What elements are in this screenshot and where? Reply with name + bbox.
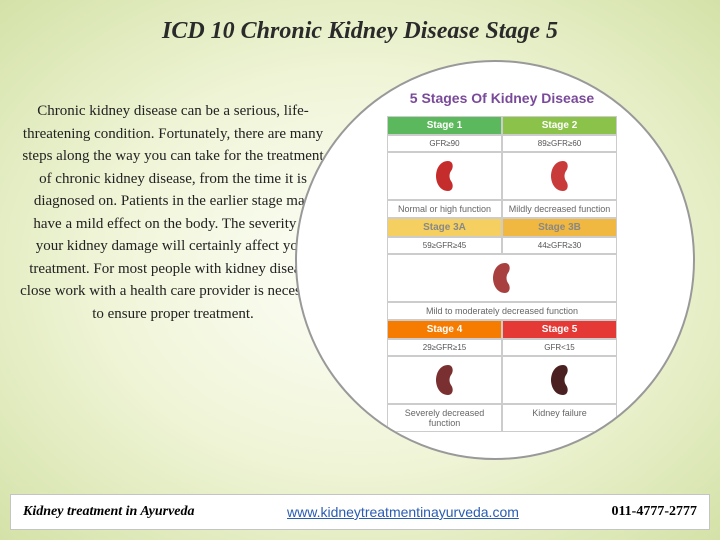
stage5-function: Kidney failure <box>502 404 617 432</box>
stage2-header: Stage 2 <box>502 116 617 135</box>
kidney-icon <box>433 159 457 193</box>
kidney-icon <box>490 261 514 295</box>
stage4-gfr: 29≥GFR≥15 <box>387 339 502 356</box>
footer-brand: Kidney treatment in Ayurveda <box>23 504 195 520</box>
stage3b-header: Stage 3B <box>502 218 617 237</box>
stage3-kidney <box>387 254 617 302</box>
stages-chart-frame: 5 Stages Of Kidney Disease Stage 1 Stage… <box>295 60 695 460</box>
stage3a-header: Stage 3A <box>387 218 502 237</box>
stage4-kidney <box>387 356 502 404</box>
stage1-kidney <box>387 152 502 200</box>
kidney-icon <box>548 363 572 397</box>
kidney-icon <box>433 363 457 397</box>
stage3b-gfr: 44≥GFR≥30 <box>502 237 617 254</box>
stage2-kidney <box>502 152 617 200</box>
stage3a-gfr: 59≥GFR≥45 <box>387 237 502 254</box>
stage2-function: Mildly decreased function <box>502 200 617 218</box>
footer-phone: 011-4777-2777 <box>611 504 697 520</box>
stage3-function: Mild to moderately decreased function <box>387 302 617 320</box>
stages-chart: 5 Stages Of Kidney Disease Stage 1 Stage… <box>387 90 617 432</box>
footer-bar: Kidney treatment in Ayurveda www.kidneyt… <box>10 494 710 530</box>
footer-link[interactable]: www.kidneytreatmentinayurveda.com <box>223 504 584 520</box>
stage1-function: Normal or high function <box>387 200 502 218</box>
chart-title: 5 Stages Of Kidney Disease <box>387 90 617 106</box>
stage5-kidney <box>502 356 617 404</box>
stage1-header: Stage 1 <box>387 116 502 135</box>
stage4-header: Stage 4 <box>387 320 502 339</box>
kidney-icon <box>548 159 572 193</box>
page-title: ICD 10 Chronic Kidney Disease Stage 5 <box>0 0 720 45</box>
stage1-gfr: GFR≥90 <box>387 135 502 152</box>
stage5-header: Stage 5 <box>502 320 617 339</box>
stage4-function: Severely decreased function <box>387 404 502 432</box>
stage5-gfr: GFR<15 <box>502 339 617 356</box>
stage2-gfr: 89≥GFR≥60 <box>502 135 617 152</box>
body-paragraph: Chronic kidney disease can be a serious,… <box>18 100 328 325</box>
